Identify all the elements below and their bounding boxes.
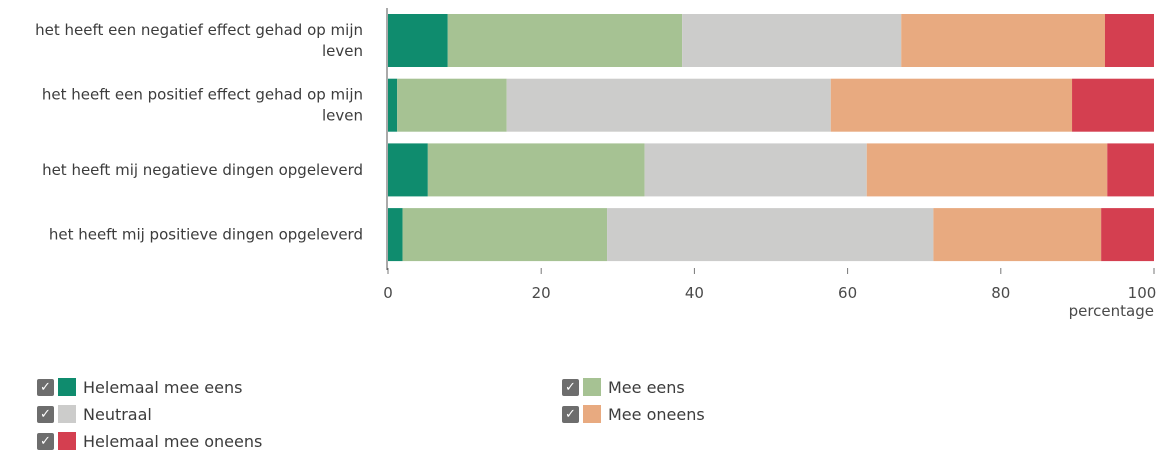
x-tick-label: 40 (685, 284, 704, 302)
category-label: het heeft mij positieve dingen opgelever… (49, 226, 363, 244)
category-label: leven (322, 42, 363, 60)
legend-label: Neutraal (83, 404, 152, 424)
legend-label: Mee oneens (608, 404, 705, 424)
bar-segment[interactable] (506, 78, 831, 132)
x-axis-ticks: 0 20 40 60 80 100 (383, 268, 1156, 302)
bar-segment[interactable] (388, 143, 428, 197)
legend-swatch (58, 405, 76, 423)
checkbox-checked-icon[interactable]: ✓ (562, 405, 579, 423)
bar-segment[interactable] (682, 14, 902, 67)
bar-segment[interactable] (1107, 143, 1154, 197)
bar-segment[interactable] (1104, 14, 1154, 67)
bar-segment[interactable] (933, 208, 1102, 262)
legend-swatch (58, 378, 76, 396)
bar-segment[interactable] (644, 143, 867, 197)
legend-item-mee-oneens[interactable]: ✓ Mee oneens (562, 403, 705, 425)
bar-segment[interactable] (388, 208, 403, 262)
checkbox-checked-icon[interactable]: ✓ (37, 405, 54, 423)
legend-label: Mee eens (608, 377, 685, 397)
bar-segment[interactable] (388, 78, 398, 132)
x-tick-label: 60 (838, 284, 857, 302)
bar-segment[interactable] (607, 208, 934, 262)
stacked-bar-chart: het heeft een negatief effect gehad op m… (35, 8, 1156, 320)
x-tick-label: 100 (1128, 284, 1157, 302)
category-label: leven (322, 107, 363, 125)
bar-segment[interactable] (866, 143, 1108, 197)
checkbox-checked-icon[interactable]: ✓ (562, 378, 579, 396)
legend-item-helemaal-mee-eens[interactable]: ✓ Helemaal mee eens (37, 376, 242, 398)
legend: ✓ Helemaal mee eens ✓ Mee eens ✓ Neutraa… (37, 376, 797, 452)
checkbox-checked-icon[interactable]: ✓ (37, 378, 54, 396)
legend-label: Helemaal mee eens (83, 377, 243, 397)
bar-segment[interactable] (447, 14, 683, 67)
legend-swatch (583, 405, 601, 423)
bar-segment[interactable] (388, 14, 448, 67)
legend-swatch (58, 432, 76, 450)
legend-item-helemaal-mee-oneens[interactable]: ✓ Helemaal mee oneens (37, 430, 262, 452)
legend-swatch (583, 378, 601, 396)
x-tick-label: 20 (532, 284, 551, 302)
checkbox-checked-icon[interactable]: ✓ (37, 432, 54, 450)
category-labels: het heeft een negatief effect gehad op m… (35, 21, 363, 244)
category-label: het heeft een positief effect gehad op m… (42, 86, 363, 104)
bar-segment[interactable] (397, 78, 507, 132)
bar-segment[interactable] (427, 143, 645, 197)
bar-segment[interactable] (830, 78, 1073, 132)
bar-segment[interactable] (901, 14, 1105, 67)
x-axis-title: percentage (1069, 302, 1154, 320)
legend-item-neutraal[interactable]: ✓ Neutraal (37, 403, 152, 425)
legend-label: Helemaal mee oneens (83, 431, 263, 451)
category-label: het heeft mij negatieve dingen opgelever… (42, 161, 363, 179)
x-tick-label: 80 (991, 284, 1010, 302)
bar-segment[interactable] (1101, 208, 1154, 262)
category-label: het heeft een negatief effect gehad op m… (35, 21, 363, 39)
bar-segment[interactable] (402, 208, 608, 262)
legend-item-mee-eens[interactable]: ✓ Mee eens (562, 376, 685, 398)
x-tick-label: 0 (383, 284, 393, 302)
bar-segment[interactable] (1072, 78, 1154, 132)
bars (388, 14, 1154, 262)
